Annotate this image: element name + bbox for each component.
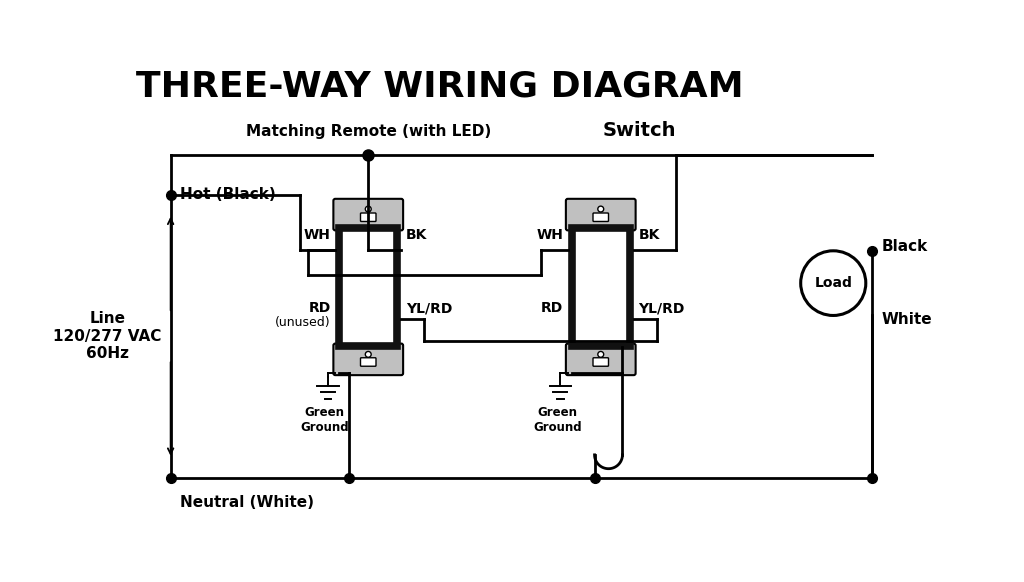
- FancyBboxPatch shape: [566, 343, 636, 375]
- FancyBboxPatch shape: [334, 199, 403, 230]
- FancyBboxPatch shape: [360, 358, 376, 366]
- Text: THREE-WAY WIRING DIAGRAM: THREE-WAY WIRING DIAGRAM: [136, 70, 743, 104]
- Text: Black: Black: [882, 239, 928, 254]
- Text: Green
Ground: Green Ground: [534, 406, 582, 434]
- Text: WH: WH: [304, 228, 331, 242]
- Circle shape: [366, 206, 371, 212]
- FancyBboxPatch shape: [339, 229, 397, 346]
- Circle shape: [598, 352, 604, 357]
- Text: WH: WH: [537, 228, 563, 242]
- Text: RD: RD: [308, 301, 331, 315]
- Text: Green
Ground: Green Ground: [300, 406, 349, 434]
- Text: Switch: Switch: [603, 120, 676, 140]
- Text: Matching Remote (with LED): Matching Remote (with LED): [246, 124, 490, 139]
- Text: Neutral (White): Neutral (White): [180, 495, 314, 510]
- FancyBboxPatch shape: [593, 213, 608, 222]
- Text: Line
120/277 VAC
60Hz: Line 120/277 VAC 60Hz: [53, 311, 162, 361]
- Circle shape: [366, 352, 371, 357]
- FancyBboxPatch shape: [593, 358, 608, 366]
- Text: RD: RD: [541, 301, 563, 315]
- Text: YL/RD: YL/RD: [638, 301, 685, 315]
- FancyBboxPatch shape: [566, 199, 636, 230]
- Text: White: White: [882, 312, 932, 327]
- FancyBboxPatch shape: [334, 343, 403, 375]
- Text: BK: BK: [638, 228, 659, 242]
- Circle shape: [801, 251, 866, 315]
- Text: Load: Load: [814, 276, 852, 290]
- Text: BK: BK: [406, 228, 427, 242]
- Circle shape: [598, 206, 604, 212]
- FancyBboxPatch shape: [360, 213, 376, 222]
- FancyBboxPatch shape: [571, 229, 630, 346]
- Text: YL/RD: YL/RD: [406, 301, 453, 315]
- Text: Hot (Black): Hot (Black): [180, 187, 275, 202]
- Text: (unused): (unused): [275, 317, 331, 329]
